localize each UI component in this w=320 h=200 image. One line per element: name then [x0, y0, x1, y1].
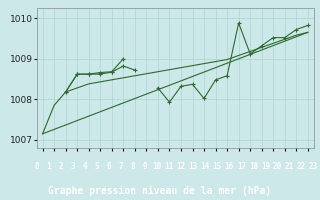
- Text: 9: 9: [143, 162, 148, 171]
- Text: 15: 15: [213, 162, 222, 171]
- Text: 2: 2: [59, 162, 63, 171]
- Text: 18: 18: [249, 162, 258, 171]
- Text: 6: 6: [107, 162, 111, 171]
- Text: 19: 19: [261, 162, 270, 171]
- Text: Graphe pression niveau de la mer (hPa): Graphe pression niveau de la mer (hPa): [48, 186, 272, 196]
- Text: 1: 1: [46, 162, 51, 171]
- Text: 3: 3: [71, 162, 75, 171]
- Text: 8: 8: [131, 162, 135, 171]
- Text: 0: 0: [35, 162, 39, 171]
- Text: 12: 12: [177, 162, 186, 171]
- Text: 14: 14: [201, 162, 210, 171]
- Text: 10: 10: [153, 162, 162, 171]
- Text: 5: 5: [95, 162, 99, 171]
- Text: 20: 20: [273, 162, 282, 171]
- Text: 4: 4: [83, 162, 87, 171]
- Text: 17: 17: [237, 162, 246, 171]
- Text: 7: 7: [119, 162, 123, 171]
- Text: 13: 13: [188, 162, 198, 171]
- Text: 16: 16: [225, 162, 234, 171]
- Text: 21: 21: [285, 162, 294, 171]
- Text: 23: 23: [309, 162, 318, 171]
- Text: 22: 22: [297, 162, 306, 171]
- Text: 11: 11: [164, 162, 174, 171]
